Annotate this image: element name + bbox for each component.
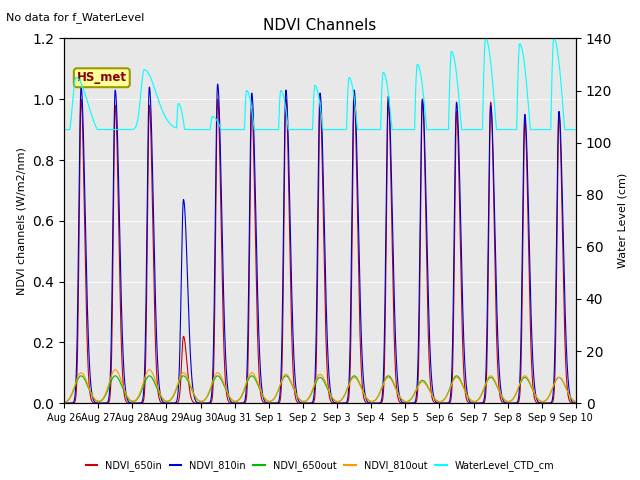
NDVI_650in [381, 361, 388, 367]
NDVI_650out [545, 394, 553, 399]
NDVI_810in [545, 400, 553, 406]
WaterLevel_CTD_cm [525, 106, 532, 112]
NDVI_650out [122, 391, 129, 397]
NDVI_650out [525, 379, 532, 384]
NDVI_810out [60, 400, 68, 406]
Y-axis label: Water Level (cm): Water Level (cm) [618, 173, 628, 268]
NDVI_810in [257, 364, 264, 370]
Line: NDVI_650in: NDVI_650in [64, 99, 576, 403]
WaterLevel_CTD_cm [60, 127, 68, 132]
NDVI_810in [522, 132, 530, 138]
NDVI_810out [122, 389, 129, 395]
NDVI_650in [60, 400, 68, 406]
NDVI_810out [381, 379, 388, 385]
Line: NDVI_650out: NDVI_650out [64, 376, 576, 403]
NDVI_650out [257, 388, 264, 394]
Title: NDVI Channels: NDVI Channels [264, 18, 376, 33]
NDVI_650in [122, 396, 129, 402]
NDVI_650out [111, 373, 119, 379]
NDVI_650out [381, 378, 388, 384]
Line: NDVI_810out: NDVI_810out [64, 370, 576, 403]
NDVI_650out [60, 400, 68, 406]
NDVI_810out [545, 394, 553, 399]
NDVI_810in [122, 384, 129, 390]
WaterLevel_CTD_cm [381, 71, 388, 76]
NDVI_650out [572, 399, 580, 405]
WaterLevel_CTD_cm [256, 127, 264, 132]
NDVI_650in [525, 257, 532, 263]
NDVI_650in [545, 400, 553, 406]
NDVI_810in [60, 400, 68, 406]
NDVI_650in [572, 400, 580, 406]
Line: NDVI_810in: NDVI_810in [64, 84, 576, 403]
NDVI_810in [525, 220, 532, 226]
Text: No data for f_WaterLevel: No data for f_WaterLevel [6, 12, 145, 23]
Text: HS_met: HS_met [77, 71, 127, 84]
Y-axis label: NDVI channels (W/m2/nm): NDVI channels (W/m2/nm) [17, 147, 27, 295]
NDVI_810in [214, 81, 221, 87]
WaterLevel_CTD_cm [522, 78, 530, 84]
NDVI_650out [522, 375, 530, 381]
NDVI_810out [257, 386, 264, 392]
NDVI_810out [525, 377, 532, 383]
Line: WaterLevel_CTD_cm: WaterLevel_CTD_cm [64, 38, 576, 130]
NDVI_810out [111, 367, 119, 372]
NDVI_810in [381, 329, 388, 335]
WaterLevel_CTD_cm [545, 127, 553, 132]
WaterLevel_CTD_cm [572, 127, 580, 132]
NDVI_650in [257, 387, 264, 393]
NDVI_810out [572, 399, 580, 405]
NDVI_810out [522, 374, 530, 380]
NDVI_810in [572, 400, 580, 406]
NDVI_650in [77, 96, 85, 102]
WaterLevel_CTD_cm [122, 127, 129, 132]
WaterLevel_CTD_cm [550, 36, 557, 41]
NDVI_650in [522, 146, 530, 152]
Legend: NDVI_650in, NDVI_810in, NDVI_650out, NDVI_810out, WaterLevel_CTD_cm: NDVI_650in, NDVI_810in, NDVI_650out, NDV… [82, 456, 558, 475]
